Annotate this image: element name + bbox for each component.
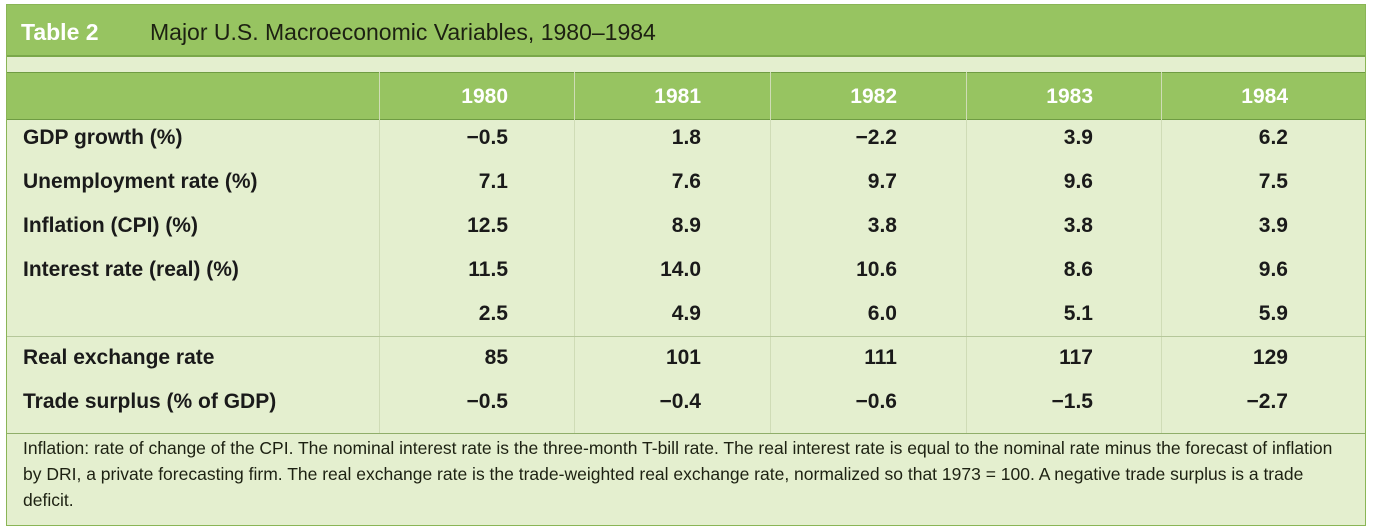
table-cell: −0.5 <box>466 126 508 149</box>
table-cell: −2.2 <box>855 126 897 149</box>
year-header-1981: 1981 <box>654 85 701 108</box>
column-divider <box>966 72 967 434</box>
table-cell: 10.6 <box>856 258 897 281</box>
table-cell: 2.5 <box>478 302 508 325</box>
row-label: Real exchange rate <box>23 346 215 369</box>
table-cell: 101 <box>665 346 701 369</box>
table-cell: −0.6 <box>855 390 897 413</box>
table-cell: 12.5 <box>467 214 508 237</box>
table-cell: 11.5 <box>468 258 508 281</box>
table-cell: 5.9 <box>1258 302 1288 325</box>
table-cell: 9.7 <box>867 170 897 193</box>
table-cell: 3.8 <box>1063 214 1093 237</box>
column-divider <box>574 72 575 434</box>
table-cell: 7.5 <box>1258 170 1288 193</box>
table-cell: 8.6 <box>1063 258 1093 281</box>
column-divider <box>770 72 771 434</box>
row-label: Inflation (CPI) (%) <box>23 214 198 237</box>
table-cell: 3.9 <box>1063 126 1093 149</box>
table-cell: 6.0 <box>867 302 897 325</box>
table-cell: 14.0 <box>660 258 701 281</box>
title-bar: Table 2 Major U.S. Macroeconomic Variabl… <box>7 5 1365 57</box>
column-divider <box>379 72 380 434</box>
year-header-1980: 1980 <box>461 85 508 108</box>
table-cell: 9.6 <box>1063 170 1093 193</box>
table-cell: −1.5 <box>1051 390 1093 413</box>
table-cell: 111 <box>864 346 897 369</box>
table-cell: 8.9 <box>671 214 701 237</box>
row-divider <box>7 336 1365 337</box>
row-label: Interest rate (real) (%) <box>23 258 239 281</box>
table-cell: −2.7 <box>1246 390 1288 413</box>
table-cell: 9.6 <box>1258 258 1288 281</box>
year-header-1982: 1982 <box>850 85 897 108</box>
table-cell: 3.9 <box>1258 214 1288 237</box>
table-cell: 129 <box>1252 346 1288 369</box>
year-header-band <box>7 72 1365 120</box>
table-cell: 117 <box>1059 346 1093 369</box>
note-divider <box>7 433 1365 434</box>
table-cell: 4.9 <box>671 302 701 325</box>
table-cell: 5.1 <box>1063 302 1093 325</box>
column-divider <box>1161 72 1162 434</box>
table-cell: −0.5 <box>466 390 508 413</box>
row-label: Trade surplus (% of GDP) <box>23 390 277 413</box>
year-header-1983: 1983 <box>1046 85 1093 108</box>
table-cell: 6.2 <box>1258 126 1288 149</box>
year-header-1984: 1984 <box>1241 85 1288 108</box>
table-cell: 7.6 <box>671 170 701 193</box>
table-title: Major U.S. Macroeconomic Variables, 1980… <box>150 19 656 45</box>
table-cell: −0.4 <box>659 390 701 413</box>
table-footnote: Inflation: rate of change of the CPI. Th… <box>23 438 1333 510</box>
row-label: GDP growth (%) <box>23 126 183 149</box>
table-cell: 7.1 <box>478 170 508 193</box>
table-cell: 1.8 <box>671 126 701 149</box>
table-frame: Table 2 Major U.S. Macroeconomic Variabl… <box>6 4 1366 526</box>
row-label: Unemployment rate (%) <box>23 170 258 193</box>
table-cell: 3.8 <box>867 214 897 237</box>
table-number: Table 2 <box>21 19 99 45</box>
table-cell: 85 <box>484 346 508 369</box>
